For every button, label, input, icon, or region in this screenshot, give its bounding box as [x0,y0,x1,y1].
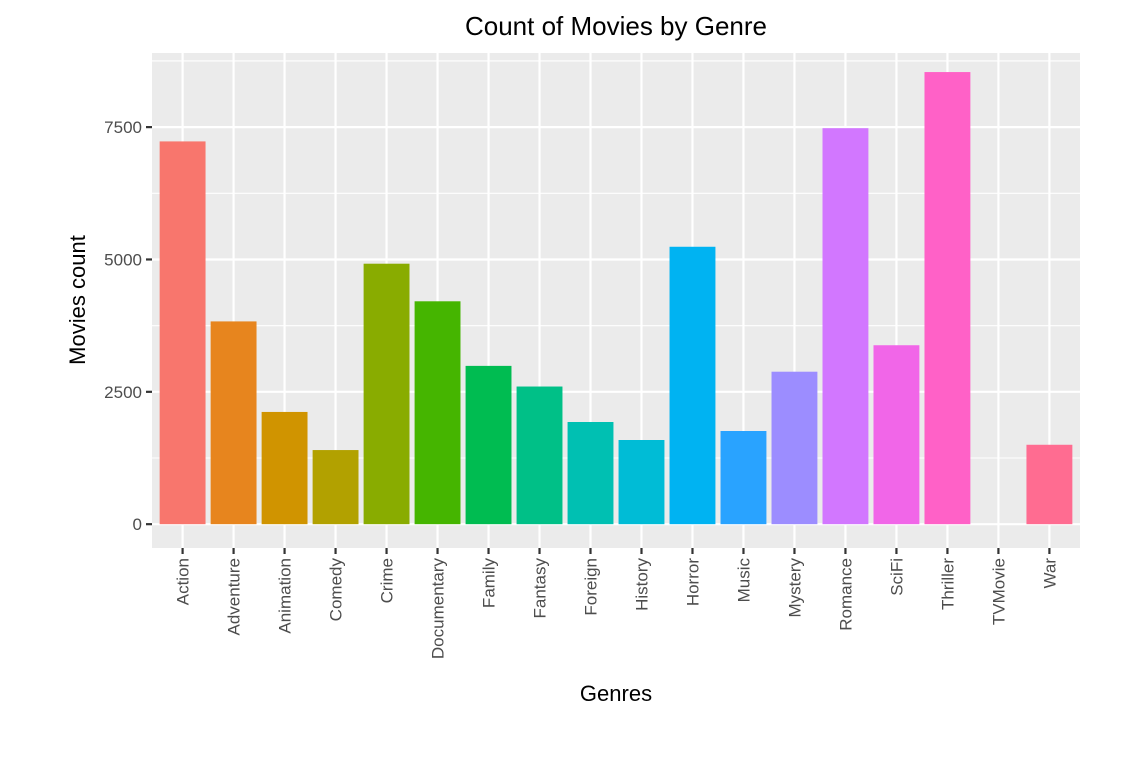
bar-war [1026,444,1073,525]
x-tick-label: Crime [378,558,397,603]
y-tick-label: 5000 [104,250,142,269]
x-tick-label: Thriller [938,558,957,610]
x-tick-label: SciFi [887,558,906,596]
x-tick-label: TVMovie [989,558,1008,625]
x-tick-label: Family [480,558,499,609]
x-tick-label: Mystery [785,558,804,618]
x-tick-label: War [1040,558,1059,589]
bar-comedy [312,450,359,525]
bar-history [618,440,665,525]
x-axis: Action Adventure Animation Comedy Crime Docum… [174,548,1059,660]
x-tick-label: Action [174,558,193,605]
bar-romance [822,128,869,525]
x-tick-label: Fantasy [531,558,550,619]
bar-documentary [414,301,461,525]
bar-animation [261,411,308,525]
x-tick-label: History [632,558,651,611]
x-tick-label: Romance [836,558,855,631]
x-tick-label: Documentary [429,558,448,660]
y-tick-label: 7500 [104,118,142,137]
bar-family [465,365,512,525]
bar-adventure [210,321,257,525]
x-tick-label: Comedy [327,558,346,622]
bar-horror [669,246,716,525]
bars [159,72,1073,525]
x-tick-label: Horror [683,558,702,607]
x-axis-title: Genres [580,681,652,706]
bar-thriller [924,72,971,525]
bar-foreign [567,422,614,525]
bar-music [720,431,767,525]
bar-action [159,141,206,525]
y-tick-label: 2500 [104,383,142,402]
bar-crime [363,263,410,525]
y-tick-label: 0 [133,515,142,534]
y-axis-title: Movies count [65,235,90,365]
x-tick-label: Foreign [582,558,601,616]
x-tick-label: Animation [276,558,295,634]
bar-scifi [873,345,920,525]
chart-title: Count of Movies by Genre [465,11,767,41]
x-tick-label: Music [734,558,753,603]
bar-mystery [771,371,818,525]
x-tick-label: Adventure [225,558,244,636]
y-axis: 0 2500 5000 7500 [104,118,152,534]
bar-fantasy [516,386,563,525]
